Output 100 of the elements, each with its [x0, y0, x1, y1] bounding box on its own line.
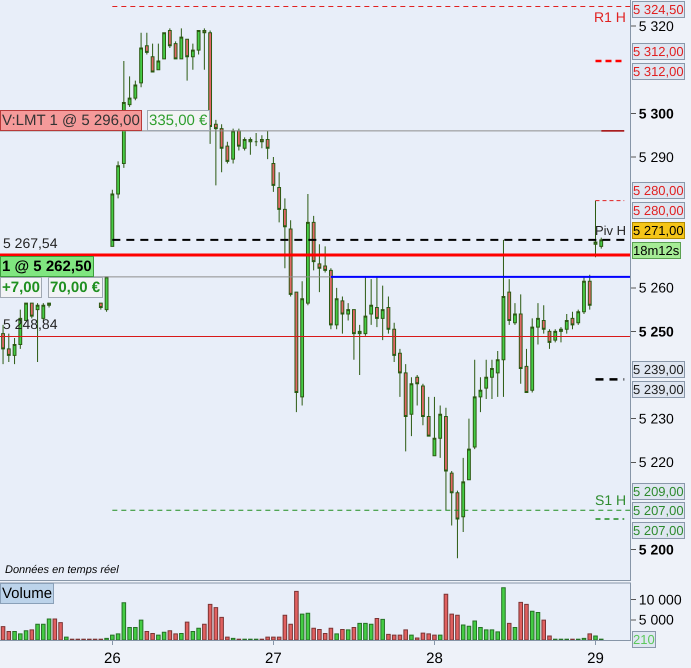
- ref-line-label: S1 H: [595, 492, 626, 508]
- bar: [30, 629, 34, 640]
- y-tick-label: 5 250: [638, 323, 674, 340]
- candlestick: [496, 350, 500, 398]
- bar: [380, 618, 385, 640]
- text: 5 312,00: [633, 44, 684, 59]
- candlestick: [352, 309, 356, 360]
- x-tick-label: 26: [104, 650, 121, 667]
- candlestick: [398, 348, 402, 398]
- text: 5 239,00: [633, 382, 684, 397]
- candlestick: [421, 383, 425, 426]
- candlestick: [364, 276, 368, 336]
- annotation: +7,00: [2, 279, 40, 296]
- candlestick: [1, 324, 5, 365]
- candlestick: [369, 278, 374, 326]
- y-tick-label: 5 000: [638, 612, 674, 628]
- candlestick: [104, 276, 108, 312]
- y-tick-label: 5 300: [638, 105, 674, 122]
- candlestick: [570, 311, 574, 330]
- candlestick: [254, 132, 258, 147]
- candlestick: [30, 302, 34, 319]
- ref-line-label: Piv H: [595, 223, 626, 238]
- bar: [438, 634, 442, 640]
- candlestick: [375, 276, 379, 328]
- text: 5 239,00: [633, 362, 684, 377]
- y-tick-label: 5 260: [638, 280, 674, 296]
- ref-line-label: V:LMT 1 @ 5 296,00: [2, 112, 140, 129]
- bar: [340, 628, 345, 640]
- candlestick: [162, 32, 166, 60]
- bar: [184, 622, 190, 640]
- y-tick-label: 5 220: [638, 454, 674, 470]
- annotation: 70,00 €: [50, 279, 101, 296]
- candlestick: [98, 302, 103, 310]
- candlestick: [478, 376, 482, 413]
- candlestick: [248, 136, 252, 156]
- candlestick: [432, 396, 436, 456]
- candlestick: [415, 374, 420, 406]
- bar: [179, 633, 184, 640]
- candlestick: [513, 302, 517, 326]
- y-tick-label: 5 290: [638, 148, 674, 165]
- candlestick: [156, 43, 160, 70]
- bar: [352, 626, 356, 640]
- candlestick: [582, 276, 586, 314]
- candlestick: [271, 156, 276, 192]
- bar: [374, 618, 380, 640]
- candlestick: [139, 32, 143, 88]
- text: 5 324,50: [633, 2, 684, 17]
- candlestick: [110, 189, 114, 247]
- candlestick: [444, 407, 448, 511]
- candlestick: [559, 326, 563, 343]
- bar: [346, 629, 350, 640]
- candlestick: [150, 43, 155, 72]
- bar: [587, 633, 592, 640]
- x-tick-label: 28: [426, 650, 443, 667]
- candlestick: [380, 285, 385, 341]
- candlestick: [288, 220, 293, 298]
- annotation: 335,00 €: [149, 112, 208, 129]
- bar: [512, 626, 518, 640]
- bar: [506, 622, 512, 640]
- candlestick: [358, 324, 362, 376]
- candlestick: [12, 337, 16, 365]
- y-tick-label: 5 320: [638, 18, 674, 34]
- candlestick: [484, 359, 488, 400]
- y-tick-label: 5 200: [638, 541, 674, 558]
- text: 18m12s: [633, 243, 680, 258]
- candlestick: [467, 418, 471, 480]
- candlestick: [588, 274, 592, 310]
- candlestick: [461, 457, 466, 533]
- annotation: Volume: [2, 585, 52, 602]
- candlestick: [472, 359, 477, 450]
- candlestick: [536, 302, 540, 346]
- x-tick-label: 29: [587, 650, 604, 667]
- candlestick: [6, 333, 11, 362]
- text: 5 207,00: [633, 503, 684, 518]
- text: 5 207,00: [633, 523, 684, 538]
- y-tick-label: 10 000: [638, 591, 682, 608]
- candlestick: [404, 364, 408, 452]
- ref-line-label: R1 H: [594, 9, 626, 25]
- x-tick-label: 27: [265, 650, 282, 667]
- candlestick: [328, 268, 333, 330]
- candlestick: [530, 318, 534, 393]
- candlestick: [47, 302, 51, 308]
- candlestick: [340, 296, 344, 334]
- candlestick: [564, 313, 569, 334]
- annotation: Données en temps réel: [5, 564, 120, 576]
- bar: [334, 633, 339, 640]
- ref-line-label: 1 @ 5 262,50: [2, 258, 92, 275]
- candlestick: [426, 396, 431, 437]
- text: 210: [633, 632, 655, 647]
- bar: [409, 634, 414, 640]
- text: 5 280,00: [633, 203, 684, 218]
- bar: [64, 636, 69, 640]
- candlestick: [334, 287, 339, 330]
- candlestick: [599, 237, 604, 250]
- text: 5 271,00: [633, 223, 684, 238]
- ref-line-label: 5 267,54: [3, 235, 58, 251]
- candlestick: [542, 304, 546, 334]
- candlestick: [450, 470, 454, 526]
- candlestick: [116, 160, 120, 199]
- candlestick: [507, 278, 512, 326]
